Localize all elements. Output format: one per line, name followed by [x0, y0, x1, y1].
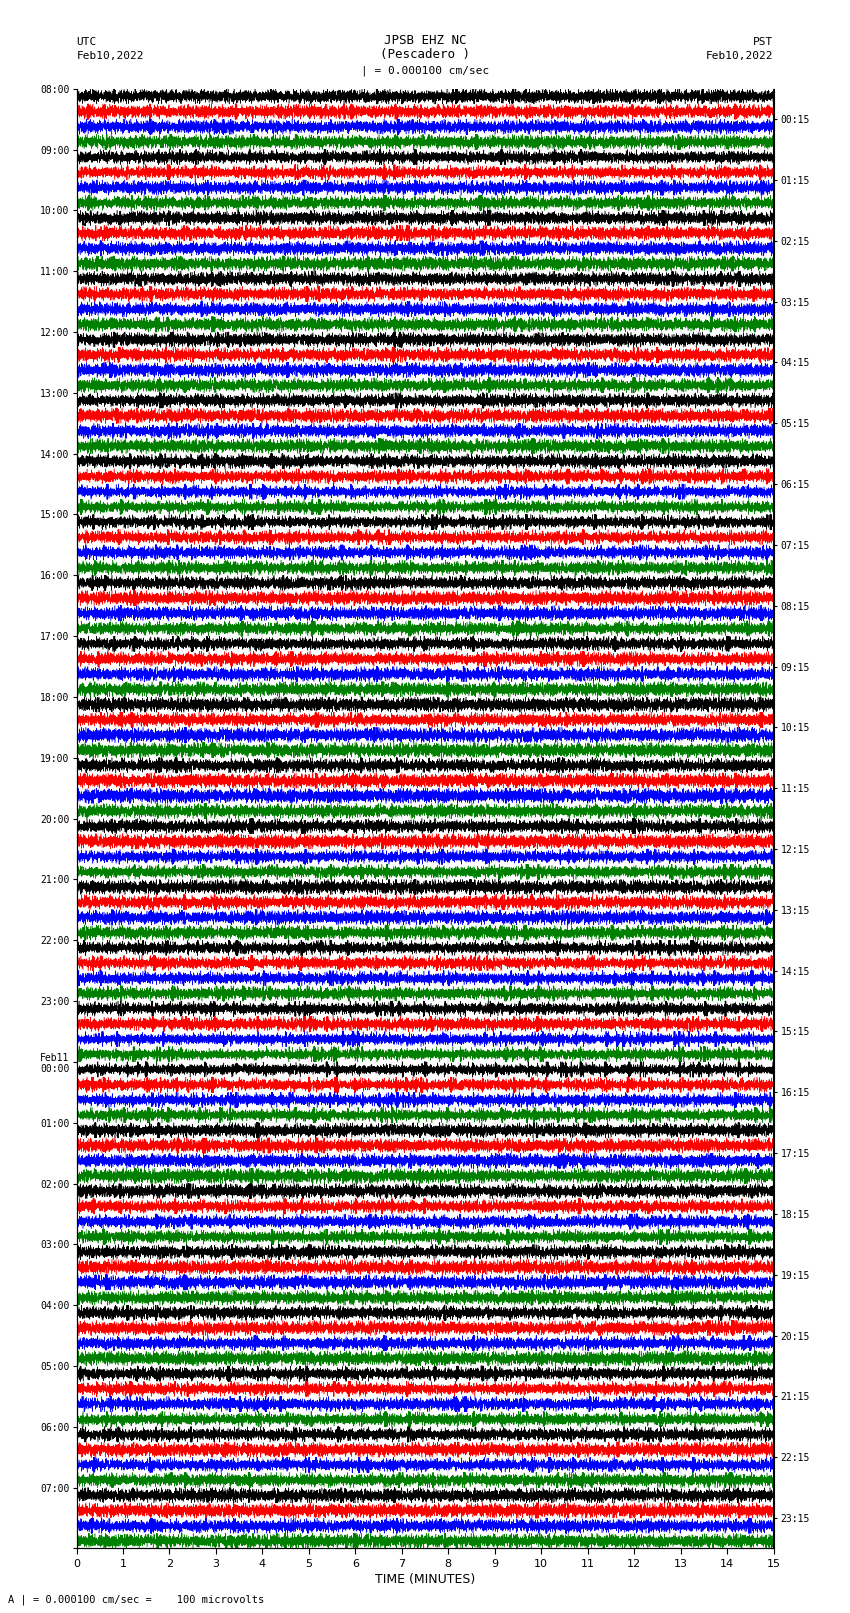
- Text: A | = 0.000100 cm/sec =    100 microvolts: A | = 0.000100 cm/sec = 100 microvolts: [8, 1594, 264, 1605]
- Text: | = 0.000100 cm/sec: | = 0.000100 cm/sec: [361, 65, 489, 76]
- Text: JPSB EHZ NC: JPSB EHZ NC: [383, 34, 467, 47]
- Text: PST: PST: [753, 37, 774, 47]
- Text: (Pescadero ): (Pescadero ): [380, 48, 470, 61]
- Text: Feb10,2022: Feb10,2022: [706, 52, 774, 61]
- Text: UTC: UTC: [76, 37, 97, 47]
- Text: Feb10,2022: Feb10,2022: [76, 52, 144, 61]
- X-axis label: TIME (MINUTES): TIME (MINUTES): [375, 1573, 475, 1586]
